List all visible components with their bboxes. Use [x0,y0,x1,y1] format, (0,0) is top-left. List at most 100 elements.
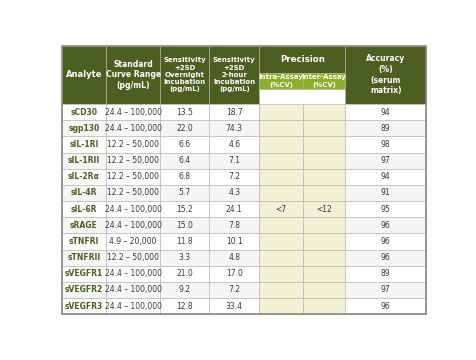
Text: <12: <12 [316,204,332,213]
Bar [259,45,346,73]
Text: 7.8: 7.8 [228,221,240,230]
Text: 96: 96 [381,302,391,311]
Bar [160,185,209,201]
Bar [303,136,346,153]
Text: sIL-2Rα: sIL-2Rα [68,172,100,181]
Bar [62,120,106,136]
Text: 89: 89 [381,124,391,133]
Bar [106,136,160,153]
Text: 97: 97 [381,156,391,165]
Bar [106,217,160,233]
Text: 98: 98 [381,140,391,149]
Text: Sensitivity
+2SD
2-hour
Incubation
(pg/mL): Sensitivity +2SD 2-hour Incubation (pg/m… [213,57,256,92]
Bar [259,249,303,266]
Text: 3.3: 3.3 [178,253,191,262]
Text: sTNFRII: sTNFRII [67,253,100,262]
Bar [209,282,259,298]
Text: sRAGE: sRAGE [70,221,98,230]
Text: 24.4 – 100,000: 24.4 – 100,000 [105,124,162,133]
Bar [209,249,259,266]
Bar [160,136,209,153]
Bar [106,104,160,120]
Bar [259,217,303,233]
Bar [62,153,106,169]
Text: 13.5: 13.5 [176,108,193,117]
Bar [62,233,106,249]
Bar [346,298,426,314]
Bar [209,185,259,201]
Bar [303,120,346,136]
Bar [106,201,160,217]
Bar [160,120,209,136]
Bar [259,298,303,314]
Text: 24.4 – 100,000: 24.4 – 100,000 [105,285,162,294]
Text: 6.4: 6.4 [178,156,191,165]
Bar [346,120,426,136]
Bar [106,282,160,298]
Text: 9.2: 9.2 [178,285,191,294]
Text: sIL-1RI: sIL-1RI [69,140,99,149]
Text: 15.0: 15.0 [176,221,193,230]
Bar [346,185,426,201]
Text: 96: 96 [381,237,391,246]
Bar [160,45,209,104]
Bar [209,266,259,282]
Text: 33.4: 33.4 [226,302,243,311]
Bar [209,153,259,169]
Bar [62,136,106,153]
Bar [62,185,106,201]
Bar [160,266,209,282]
Bar [259,266,303,282]
Bar [303,153,346,169]
Bar [346,153,426,169]
Bar [209,104,259,120]
Bar [303,233,346,249]
Text: sIL-1RII: sIL-1RII [68,156,100,165]
Text: 4.3: 4.3 [228,189,240,198]
Text: <7: <7 [276,204,287,213]
Text: sCD30: sCD30 [70,108,98,117]
Bar [160,217,209,233]
Bar [160,201,209,217]
Bar [303,298,346,314]
Text: 91: 91 [381,189,391,198]
Text: 95: 95 [381,204,391,213]
Bar [106,233,160,249]
Bar [160,169,209,185]
Bar [259,73,303,89]
Bar [346,266,426,282]
Bar [346,45,426,104]
Bar [346,217,426,233]
Bar [209,233,259,249]
Bar [303,249,346,266]
Text: Sensitivity
+2SD
Overnight
Incubation
(pg/mL): Sensitivity +2SD Overnight Incubation (p… [163,57,206,92]
Text: 12.2 – 50,000: 12.2 – 50,000 [107,156,159,165]
Bar [259,136,303,153]
Bar [106,185,160,201]
Bar [259,233,303,249]
Text: Inter-Assay
(%CV): Inter-Assay (%CV) [302,74,347,87]
Text: 24.4 – 100,000: 24.4 – 100,000 [105,269,162,278]
Bar [303,217,346,233]
Bar [346,136,426,153]
Bar [62,217,106,233]
Bar [303,169,346,185]
Text: 12.2 – 50,000: 12.2 – 50,000 [107,253,159,262]
Text: sVEGFR2: sVEGFR2 [65,285,103,294]
Bar [209,201,259,217]
Bar [106,120,160,136]
Text: sTNFRI: sTNFRI [69,237,99,246]
Bar [303,266,346,282]
Text: Precision: Precision [280,55,325,64]
Bar [62,249,106,266]
Text: 22.0: 22.0 [176,124,193,133]
Bar [209,136,259,153]
Bar [160,104,209,120]
Bar [303,201,346,217]
Bar [259,282,303,298]
Bar [303,282,346,298]
Bar [259,201,303,217]
Bar [259,153,303,169]
Bar [62,201,106,217]
Text: Accuracy
(%)
(serum
matrix): Accuracy (%) (serum matrix) [366,54,406,95]
